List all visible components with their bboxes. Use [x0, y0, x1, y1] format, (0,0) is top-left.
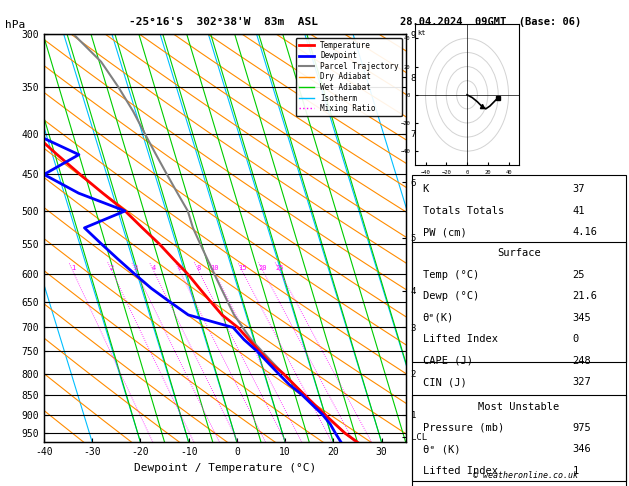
Text: CAPE (J): CAPE (J) [423, 356, 472, 365]
Y-axis label: km
ASL: km ASL [426, 26, 443, 48]
Y-axis label: hPa: hPa [5, 20, 25, 30]
Text: 4: 4 [152, 265, 156, 271]
Text: PW (cm): PW (cm) [423, 227, 467, 237]
Text: CIN (J): CIN (J) [423, 377, 467, 387]
Text: Totals Totals: Totals Totals [423, 206, 504, 216]
Text: 4.16: 4.16 [572, 227, 598, 237]
Text: 28.04.2024  09GMT  (Base: 06): 28.04.2024 09GMT (Base: 06) [400, 17, 581, 27]
Text: 21.6: 21.6 [572, 291, 598, 301]
Text: Pressure (mb): Pressure (mb) [423, 423, 504, 433]
Text: 15: 15 [238, 265, 247, 271]
Text: 20: 20 [259, 265, 267, 271]
Text: 6: 6 [177, 265, 182, 271]
Text: 10: 10 [209, 265, 218, 271]
Text: Dewp (°C): Dewp (°C) [423, 291, 479, 301]
X-axis label: Dewpoint / Temperature (°C): Dewpoint / Temperature (°C) [134, 463, 316, 473]
Text: 25: 25 [276, 265, 284, 271]
Text: K: K [423, 184, 429, 194]
Text: kt: kt [417, 30, 426, 36]
Text: Temp (°C): Temp (°C) [423, 270, 479, 280]
Text: 41: 41 [572, 206, 585, 216]
Text: -25°16'S  302°38'W  83m  ASL: -25°16'S 302°38'W 83m ASL [129, 17, 318, 27]
Text: Most Unstable: Most Unstable [478, 401, 560, 412]
Text: 346: 346 [572, 444, 591, 454]
Text: 8: 8 [197, 265, 201, 271]
Text: 25: 25 [572, 270, 585, 280]
Text: Surface: Surface [497, 248, 541, 259]
Text: 0: 0 [572, 334, 579, 344]
Bar [412, 243, 626, 362]
Text: © weatheronline.co.uk: © weatheronline.co.uk [473, 471, 577, 480]
Text: 248: 248 [572, 356, 591, 365]
Legend: Temperature, Dewpoint, Parcel Trajectory, Dry Adiabat, Wet Adiabat, Isotherm, Mi: Temperature, Dewpoint, Parcel Trajectory… [296, 38, 402, 116]
Text: 975: 975 [572, 423, 591, 433]
Text: 1: 1 [572, 466, 579, 476]
Text: 3: 3 [134, 265, 138, 271]
Bar [412, 396, 626, 486]
Text: 2: 2 [110, 265, 114, 271]
Text: Lifted Index: Lifted Index [423, 334, 498, 344]
Text: θᵉ (K): θᵉ (K) [423, 444, 460, 454]
Text: 345: 345 [572, 313, 591, 323]
Text: 1: 1 [71, 265, 75, 271]
Text: 327: 327 [572, 377, 591, 387]
Text: Lifted Index: Lifted Index [423, 466, 498, 476]
Text: 37: 37 [572, 184, 585, 194]
Text: θᵉ(K): θᵉ(K) [423, 313, 454, 323]
